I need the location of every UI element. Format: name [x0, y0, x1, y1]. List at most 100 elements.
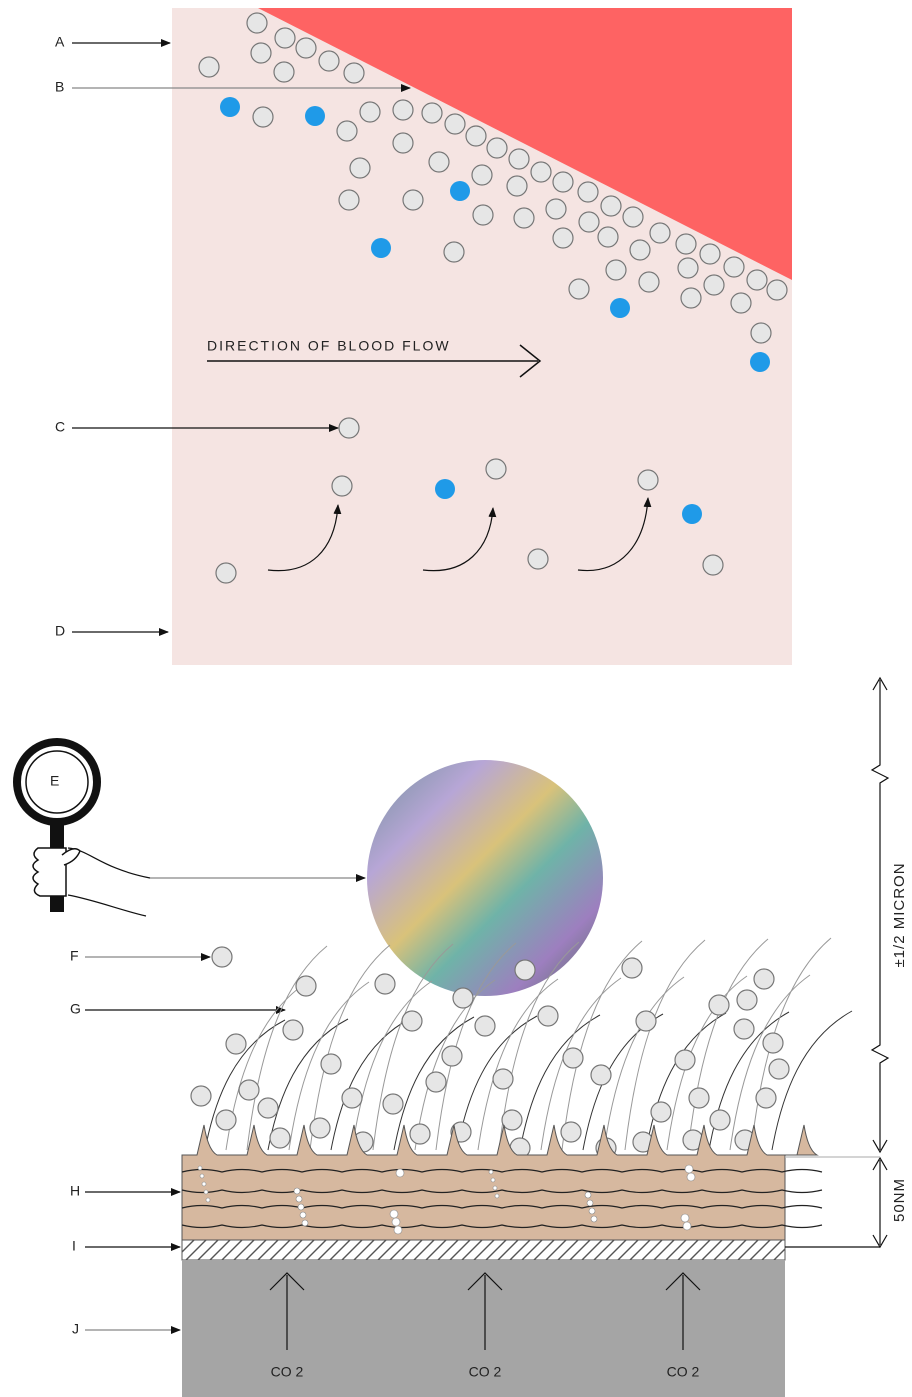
- bubble: [282, 1019, 304, 1041]
- bubble: [621, 957, 643, 979]
- layer-i-hatch: [181, 1239, 786, 1261]
- bubble: [441, 1045, 463, 1067]
- layer-line: [181, 1204, 823, 1209]
- pore: [686, 1172, 696, 1182]
- bubble: [238, 1079, 260, 1101]
- micron-label: ±1/2 MICRON: [891, 862, 908, 967]
- bubble: [359, 101, 381, 123]
- pore: [588, 1207, 596, 1215]
- bubble: [635, 1010, 657, 1032]
- bubble: [649, 222, 671, 244]
- bubble: [537, 1005, 559, 1027]
- bubble: [402, 189, 424, 211]
- fiber: [750, 937, 832, 1151]
- bubble: [250, 42, 272, 64]
- pore: [488, 1169, 494, 1175]
- bubble: [677, 257, 699, 279]
- bubble: [198, 56, 220, 78]
- pore: [494, 1193, 500, 1199]
- flow-arrow: [207, 344, 542, 378]
- fiber: [708, 1011, 790, 1151]
- label-e: E: [50, 773, 59, 789]
- dimension-lines: [785, 676, 890, 1249]
- bubble: [753, 968, 775, 990]
- label-i: I: [72, 1238, 76, 1254]
- curved-arrows: [267, 497, 652, 572]
- fiber: [645, 1012, 727, 1151]
- nm-label: 50NM: [891, 1178, 908, 1222]
- pore: [490, 1177, 496, 1183]
- label-h: H: [70, 1183, 80, 1199]
- pore: [197, 1165, 203, 1171]
- pore: [586, 1199, 594, 1207]
- bubble: [552, 227, 574, 249]
- bubble: [590, 1064, 612, 1086]
- bubble: [401, 1010, 423, 1032]
- fibers: [204, 937, 853, 1151]
- bubble: [273, 61, 295, 83]
- bubble: [428, 151, 450, 173]
- pore: [297, 1203, 305, 1211]
- leaders: [72, 39, 411, 1334]
- fiber: [435, 942, 517, 1151]
- bubble: [560, 1121, 582, 1143]
- pore: [299, 1211, 307, 1219]
- bubble: [485, 458, 507, 480]
- bubble: [501, 1109, 523, 1131]
- bubble: [675, 233, 697, 255]
- fiber: [330, 1017, 412, 1151]
- bubble: [257, 1097, 279, 1119]
- bubble: [421, 102, 443, 124]
- bubble: [252, 106, 274, 128]
- bubble: [508, 148, 530, 170]
- bubble: [562, 1047, 584, 1069]
- bubble: [527, 548, 549, 570]
- fiber: [603, 976, 685, 1151]
- label-a: A: [55, 34, 65, 50]
- bubble: [578, 211, 600, 233]
- bubble: [506, 175, 528, 197]
- pore: [395, 1168, 405, 1178]
- bubble: [762, 1032, 784, 1054]
- layer-j: [182, 1260, 785, 1397]
- blue-particle: [305, 106, 325, 126]
- pore: [201, 1181, 207, 1187]
- pore: [393, 1225, 403, 1235]
- bubble: [295, 37, 317, 59]
- fiber: [477, 978, 559, 1151]
- layer-lines: [181, 1168, 823, 1229]
- bubbles: [190, 946, 790, 1159]
- bubble: [318, 50, 340, 72]
- label-j: J: [72, 1321, 79, 1337]
- bubble: [733, 1018, 755, 1040]
- bubble: [723, 256, 745, 278]
- bubble: [513, 207, 535, 229]
- bubble: [190, 1085, 212, 1107]
- bubble: [374, 973, 396, 995]
- bubble: [750, 322, 772, 344]
- layer-line: [181, 1168, 823, 1173]
- fiber: [666, 975, 748, 1151]
- bubble: [274, 27, 296, 49]
- pore: [492, 1185, 498, 1191]
- bubble: [295, 975, 317, 997]
- bubble: [622, 206, 644, 228]
- bubble: [680, 287, 702, 309]
- bubble: [530, 161, 552, 183]
- bubble: [343, 62, 365, 84]
- wall-region: [258, 8, 792, 280]
- fiber: [687, 938, 769, 1151]
- bubble: [492, 1068, 514, 1090]
- bubble: [577, 181, 599, 203]
- label-g: G: [70, 1001, 81, 1017]
- bubble: [338, 189, 360, 211]
- pore: [590, 1215, 598, 1223]
- label-c: C: [55, 419, 65, 435]
- bubble: [225, 1033, 247, 1055]
- bubble: [472, 204, 494, 226]
- co2-label: CO 2: [469, 1364, 502, 1380]
- bubble: [545, 198, 567, 220]
- bubble: [768, 1058, 790, 1080]
- fiber: [288, 981, 370, 1151]
